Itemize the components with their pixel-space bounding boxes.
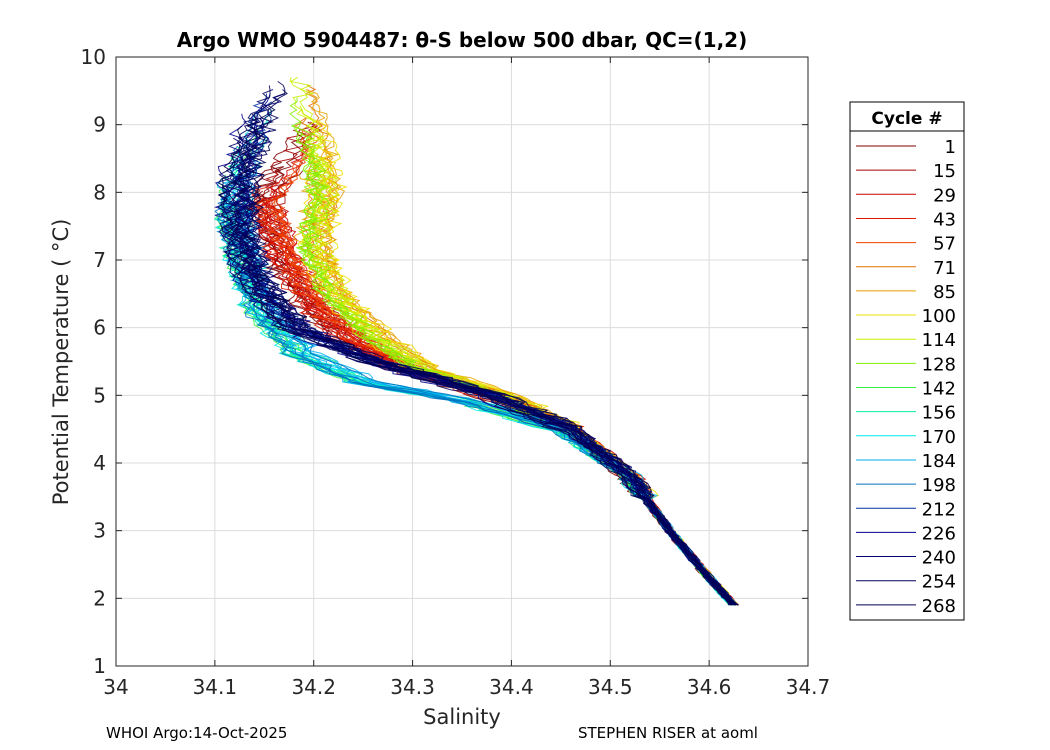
legend-entry-label: 15 bbox=[933, 161, 956, 182]
legend-box bbox=[849, 101, 965, 621]
x-tick-label: 34 bbox=[103, 675, 128, 699]
legend-entry-label: 57 bbox=[933, 234, 956, 255]
x-axis-ticks: 34 34.1 34.2 34.3 34.4 34.5 34.6 34.7 bbox=[103, 57, 830, 699]
x-tick-label: 34.6 bbox=[687, 675, 732, 699]
x-tick-label: 34.7 bbox=[786, 675, 831, 699]
profile-trace bbox=[221, 146, 731, 606]
profile-trace bbox=[246, 182, 737, 606]
profile-traces bbox=[213, 76, 740, 606]
profile-trace bbox=[223, 85, 733, 606]
profile-trace bbox=[290, 121, 730, 606]
y-tick-label: 4 bbox=[93, 451, 106, 475]
footer-left-text: WHOI Argo:14-Oct-2025 bbox=[106, 724, 288, 742]
legend: Cycle # 11529435771851001141281421561701… bbox=[849, 101, 965, 621]
legend-entry-label: 29 bbox=[933, 185, 956, 206]
plot-frame bbox=[115, 56, 809, 667]
profile-trace bbox=[217, 137, 730, 606]
x-tick-label: 34.3 bbox=[390, 675, 435, 699]
x-axis-label: Salinity bbox=[423, 705, 501, 729]
legend-entry-label: 43 bbox=[933, 209, 956, 230]
y-tick-label: 2 bbox=[93, 586, 106, 610]
profile-trace bbox=[220, 145, 732, 606]
y-tick-label: 7 bbox=[93, 248, 106, 272]
profile-trace bbox=[233, 113, 735, 606]
legend-entries: 1 15 29 43 57 71 85 100 114 128 142 156 170 184 198 212… bbox=[856, 137, 956, 617]
profile-trace bbox=[297, 170, 733, 606]
profile-trace bbox=[263, 121, 736, 606]
y-tick-label: 10 bbox=[81, 45, 106, 69]
legend-entry-label: 142 bbox=[922, 379, 956, 400]
legend-entry-label: 156 bbox=[922, 403, 956, 424]
legend-entry-label: 85 bbox=[933, 282, 956, 303]
profile-trace bbox=[230, 89, 733, 606]
x-tick-label: 34.4 bbox=[489, 675, 534, 699]
profile-trace bbox=[293, 174, 731, 606]
y-tick-label: 3 bbox=[93, 519, 106, 543]
legend-entry-label: 254 bbox=[922, 572, 956, 593]
y-tick-label: 6 bbox=[93, 316, 106, 340]
legend-entry-label: 212 bbox=[922, 499, 956, 520]
chart-title: Argo WMO 5904487: θ-S below 500 dbar, QC… bbox=[177, 28, 747, 52]
y-tick-label: 9 bbox=[93, 113, 106, 137]
profile-trace bbox=[213, 113, 730, 606]
profile-trace bbox=[272, 170, 738, 606]
profile-trace bbox=[233, 129, 739, 606]
legend-entry-label: 170 bbox=[922, 427, 956, 448]
profile-trace bbox=[244, 89, 739, 606]
y-tick-label: 1 bbox=[93, 654, 106, 678]
legend-entry-label: 71 bbox=[933, 258, 956, 279]
legend-entry-label: 114 bbox=[922, 330, 956, 351]
legend-entry-label: 198 bbox=[922, 475, 956, 496]
y-tick-label: 5 bbox=[93, 383, 106, 407]
legend-entry-label: 226 bbox=[922, 523, 956, 544]
profile-trace bbox=[217, 125, 732, 606]
legend-entry-label: 128 bbox=[922, 354, 956, 375]
profile-trace bbox=[221, 142, 732, 606]
x-tick-label: 34.1 bbox=[193, 675, 238, 699]
legend-entry-label: 1 bbox=[945, 137, 956, 158]
x-tick-label: 34.5 bbox=[588, 675, 633, 699]
profile-trace bbox=[221, 145, 732, 606]
y-tick-label: 8 bbox=[93, 180, 106, 204]
legend-entry-label: 184 bbox=[922, 451, 956, 472]
legend-title: Cycle # bbox=[871, 109, 942, 129]
footer-right-text: STEPHEN RISER at aoml bbox=[578, 724, 758, 742]
legend-entry-label: 240 bbox=[922, 548, 956, 569]
legend-entry-label: 100 bbox=[922, 306, 956, 327]
y-axis-ticks: 1 2 3 4 5 6 7 8 9 10 bbox=[81, 45, 808, 678]
y-axis-label: Potential Temperature ( °C) bbox=[49, 219, 73, 506]
legend-entry-label: 268 bbox=[922, 596, 956, 617]
x-tick-label: 34.2 bbox=[291, 675, 336, 699]
profile-trace bbox=[223, 150, 735, 606]
profile-trace bbox=[230, 134, 734, 606]
